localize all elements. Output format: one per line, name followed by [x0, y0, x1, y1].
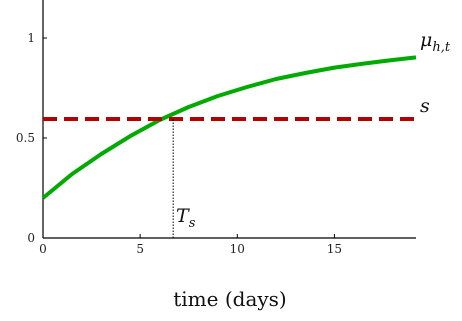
mu-series-label: μh,t — [420, 29, 451, 55]
series — [41, 55, 417, 200]
x-tick-label: 10 — [230, 242, 245, 256]
x-tick-label: 0 — [39, 242, 47, 256]
x-tick-label: 15 — [327, 242, 342, 256]
ts-annotation-label: Ts — [176, 205, 196, 231]
s-series-label: s — [420, 95, 430, 117]
y-tick-label: 1 — [27, 31, 35, 45]
x-tick-label: 5 — [136, 242, 144, 256]
y-tick-label: 0.5 — [16, 131, 35, 145]
ticks: 0 5 10 15 0 0.5 1 — [16, 31, 342, 256]
mu-series-line — [41, 55, 417, 200]
y-tick-label: 0 — [27, 231, 35, 245]
x-axis-label: time (days) — [173, 287, 287, 311]
